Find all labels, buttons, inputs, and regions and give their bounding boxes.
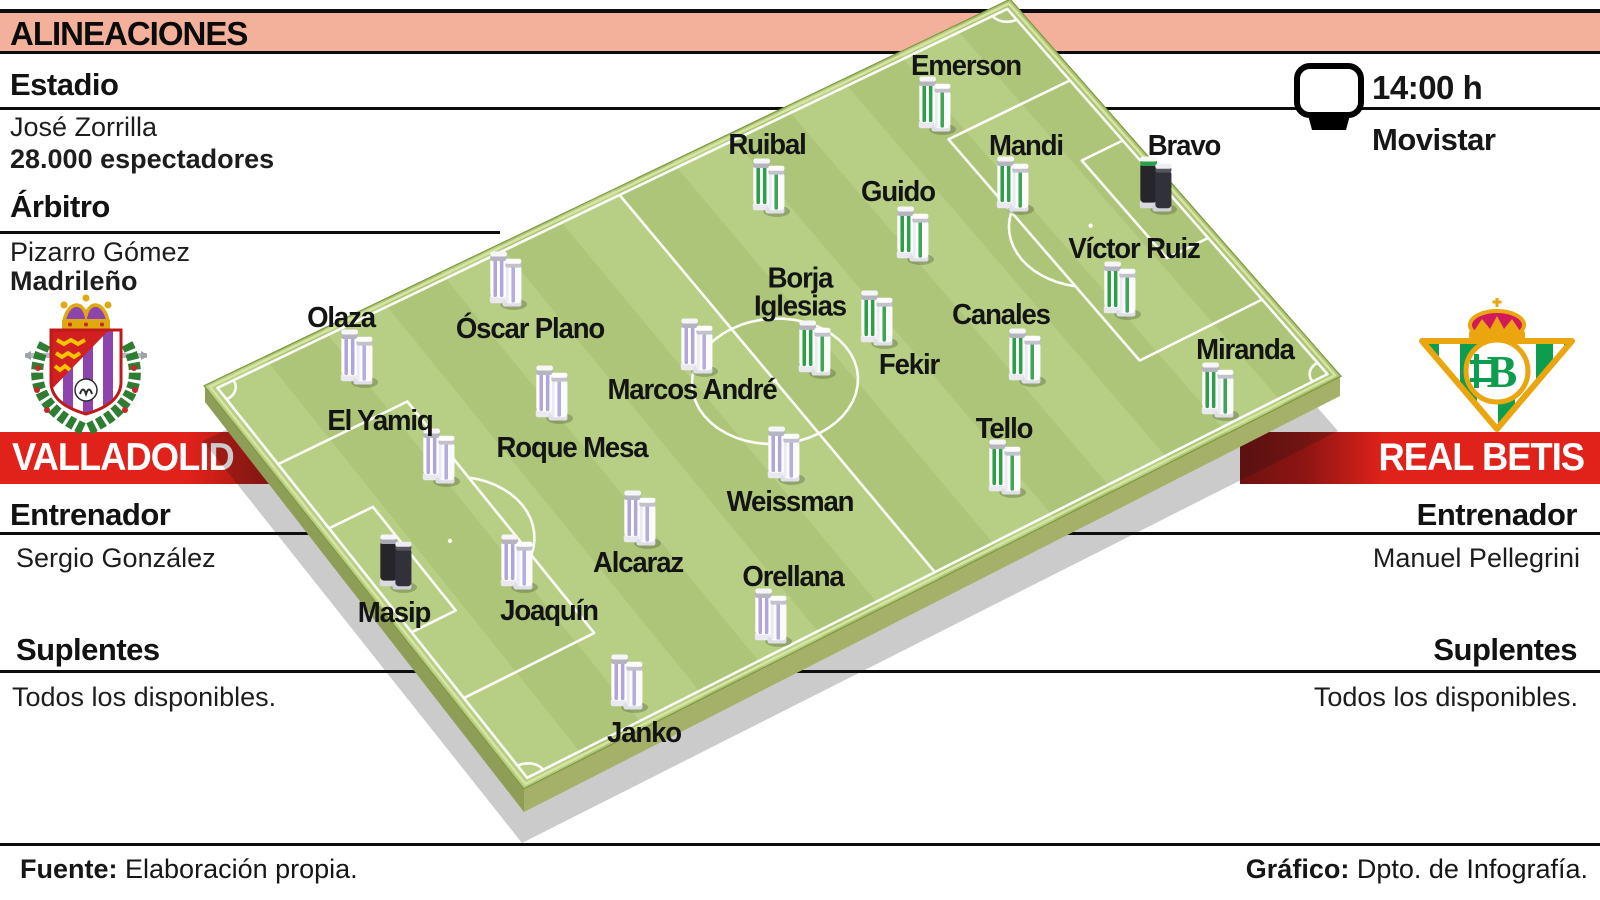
away-player-figurine — [1008, 328, 1046, 387]
away-player-figurine — [896, 206, 934, 265]
away-player-label: Emerson — [911, 50, 1022, 83]
home-player-label: Orellana — [742, 561, 844, 594]
home-player-figurine — [489, 251, 527, 310]
away-subs-text: Todos los disponibles. — [1313, 682, 1578, 712]
source-label: Fuente: — [20, 854, 118, 884]
away-player-figurine — [996, 156, 1034, 215]
source-credit: Fuente: Elaboración propia. — [20, 854, 358, 885]
away-player-label: Guido — [861, 176, 936, 209]
away-team-name: REAL BETIS — [1378, 436, 1585, 479]
home-player-label: Janko — [607, 717, 682, 750]
pitch-side-right — [524, 376, 1340, 812]
away-player-figurine — [918, 76, 956, 135]
home-player-label: Roque Mesa — [496, 432, 649, 465]
referee-heading: Árbitro — [10, 189, 110, 224]
home-player-figurine — [535, 365, 573, 424]
svg-text:B: B — [1487, 346, 1518, 397]
home-player-figurine — [680, 318, 718, 377]
home-player-label: Olaza — [307, 302, 376, 335]
rule-under-suplentes — [0, 670, 1600, 673]
away-team-banner: REAL BETIS — [1240, 432, 1600, 484]
stadium-name: José Zorrilla — [10, 112, 158, 142]
away-player-figurine — [1139, 156, 1177, 215]
home-coach-name: Sergio González — [16, 543, 216, 573]
away-player-label: Fekir — [878, 349, 940, 382]
pitch-shadow — [203, 55, 1338, 843]
home-player-figurine — [340, 329, 378, 388]
credit-label: Gráfico: — [1245, 854, 1350, 884]
graphic-credit: Gráfico: Dpto. de Infografía. — [1246, 854, 1588, 885]
home-player-figurine — [379, 534, 417, 593]
home-subs-heading: Suplentes — [16, 632, 160, 667]
away-team-figurines — [752, 76, 1239, 498]
home-player-figurine — [767, 426, 805, 485]
away-player-figurine — [1103, 261, 1141, 320]
away-coach-heading: Entrenador — [1416, 497, 1578, 532]
home-subs-text: Todos los disponibles. — [12, 682, 277, 712]
home-coach-heading: Entrenador — [10, 497, 171, 532]
home-player-label: Óscar Plano — [455, 313, 605, 346]
referee-origin: Madrileño — [10, 266, 138, 296]
away-player-label: Miranda — [1196, 334, 1295, 367]
away-player-label: Víctor Ruiz — [1068, 233, 1200, 266]
page-title: ALINEACIONES — [10, 15, 248, 52]
home-player-label: Weissman — [726, 486, 855, 519]
valladolid-crest-icon — [23, 290, 149, 445]
home-player-figurine — [610, 654, 648, 713]
away-player-label: Bravo — [1147, 130, 1222, 163]
away-player-figurine — [1201, 362, 1239, 421]
away-player-figurine — [988, 439, 1026, 498]
away-player-label: Tello — [975, 413, 1034, 446]
kickoff-time: 14:00 h — [1372, 69, 1483, 106]
home-player-label: Masip — [357, 597, 432, 630]
away-coach-name: Manuel Pellegrini — [1372, 543, 1580, 573]
home-player-figurine — [623, 490, 661, 549]
home-player-figurine — [422, 428, 460, 487]
betis-crest-icon: B — [1412, 298, 1582, 443]
home-player-figurine — [500, 534, 538, 593]
away-player-label: Borja Iglesias — [754, 262, 847, 322]
rule-under-entrenador — [0, 532, 1600, 535]
away-player-figurine — [798, 320, 836, 379]
referee-name: Pizarro Gómez — [10, 237, 191, 267]
home-player-label: Joaquín — [500, 595, 599, 628]
away-subs-heading: Suplentes — [1433, 632, 1577, 667]
home-team-figurines — [340, 251, 805, 713]
rule-under-arbitro — [0, 231, 500, 234]
source-text: Elaboración propia. — [125, 854, 358, 884]
home-team-name: VALLADOLID — [12, 436, 235, 479]
rule-footer — [0, 843, 1600, 846]
tv-icon — [1293, 61, 1365, 138]
credit-text: Dpto. de Infografía. — [1356, 854, 1588, 884]
home-player-figurine — [754, 588, 792, 647]
pitch-lines — [216, 7, 1329, 780]
home-player-label: El Yamiq — [327, 405, 433, 438]
home-player-label: Marcos André — [607, 374, 777, 407]
away-player-label: Mandi — [989, 130, 1064, 163]
stadium-heading: Estadio — [10, 67, 119, 102]
home-player-label: Alcaraz — [592, 547, 684, 580]
tv-channel: Movistar — [1372, 122, 1496, 157]
away-player-figurine — [752, 158, 790, 217]
stadium-capacity: 28.000 espectadores — [10, 144, 275, 174]
away-player-label: Ruibal — [728, 129, 806, 162]
away-player-figurine — [860, 290, 898, 349]
away-player-label: Canales — [952, 299, 1051, 332]
